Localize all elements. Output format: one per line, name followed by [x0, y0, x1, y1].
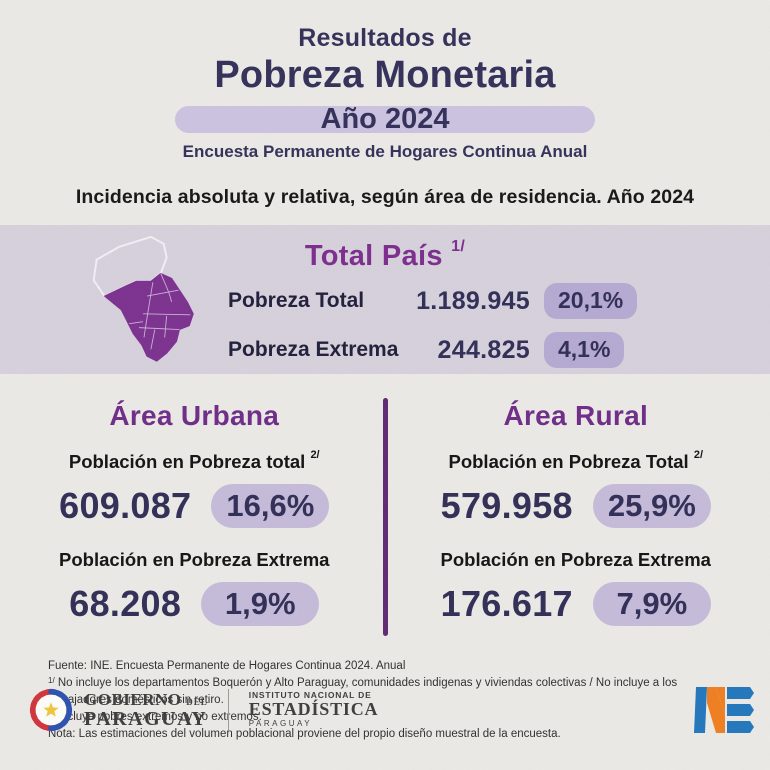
pobreza-extrema-value: 244.825 [437, 335, 530, 364]
area-rural-column: Área Rural Población en Pobreza Total 2/… [388, 384, 765, 636]
pobreza-total-percent-badge: 20,1% [544, 283, 638, 319]
pobreza-extrema-row: Pobreza Extrema 244.825 4,1% [228, 332, 770, 368]
area-urbana-title: Área Urbana [109, 400, 280, 431]
urbana-pobreza-total-stats: 609.087 16,6% [6, 484, 383, 528]
rural-pobreza-total-value: 579.958 [440, 485, 573, 526]
subtitle: Encuesta Permanente de Hogares Continua … [182, 142, 588, 161]
urbana-pobreza-extrema-label: Población en Pobreza Extrema [59, 549, 330, 570]
section-heading: Incidencia absoluta y relativa, según ár… [75, 186, 695, 208]
footnote-fuente: Fuente: INE. Encuesta Permanente de Hoga… [48, 660, 406, 672]
urbana-pobreza-extrema-value: 68.208 [69, 583, 182, 624]
footer-logos: GOBIERNO DEL PARAGUAY INSTITUTO NACIONAL… [0, 685, 770, 735]
pobreza-total-label: Pobreza Total [228, 289, 365, 312]
total-pais-content: Total País 1/ Pobreza Total 1.189.945 20… [0, 225, 770, 374]
urbana-pobreza-total-value: 609.087 [59, 485, 192, 526]
area-urbana-column: Área Urbana Población en Pobreza total 2… [6, 384, 383, 636]
area-rural-title: Área Rural [503, 400, 649, 431]
gobierno-paraguay-logo: GOBIERNO DEL PARAGUAY INSTITUTO NACIONAL… [28, 687, 378, 733]
rural-pobreza-total-label-text: Población en Pobreza Total [448, 451, 689, 472]
total-pais-title-text: Total País [304, 240, 443, 272]
pobreza-extrema-label: Pobreza Extrema [228, 338, 399, 361]
total-pais-band: Total País 1/ Pobreza Total 1.189.945 20… [0, 225, 770, 374]
rural-pobreza-total-label: Población en Pobreza Total 2/ [388, 449, 765, 473]
gobierno-paraguay-text: GOBIERNO DEL PARAGUAY [84, 691, 208, 729]
header: Resultados de Pobreza Monetaria Año 2024… [0, 0, 770, 209]
ine-logo-icon [694, 687, 754, 734]
ine-line3: PARAGUAY [248, 719, 313, 729]
total-pais-rows: Pobreza Total 1.189.945 20,1% Pobreza Ex… [228, 283, 770, 368]
page-title: Pobreza Monetaria [214, 54, 556, 96]
rural-pobreza-extrema-label: Población en Pobreza Extrema [440, 549, 711, 570]
areas-section: Área Urbana Población en Pobreza total 2… [0, 384, 770, 636]
instituto-nacional-estadistica-text: INSTITUTO NACIONAL DE ESTADÍSTICA PARAGU… [248, 690, 379, 729]
total-pais-title-footnote-marker: 1/ [451, 238, 466, 255]
paraguay-word: PARAGUAY [84, 707, 208, 730]
urbana-pobreza-total-label: Población en Pobreza total 2/ [6, 449, 383, 473]
urbana-pobreza-extrema-percent-badge: 1,9% [201, 582, 320, 626]
pobreza-extrema-percent-badge: 4,1% [544, 332, 625, 368]
rural-pobreza-extrema-percent-badge: 7,9% [592, 582, 711, 626]
rural-pobreza-total-stats: 579.958 25,9% [388, 484, 765, 528]
year-pill-label: Año 2024 [320, 103, 450, 135]
urbana-pobreza-total-label-text: Población en Pobreza total [68, 451, 306, 472]
urbana-pobreza-total-percent-badge: 16,6% [211, 484, 330, 528]
paraguay-wreath-emblem-icon [29, 688, 73, 732]
pobreza-total-row: Pobreza Total 1.189.945 20,1% [228, 283, 770, 319]
rural-pobreza-extrema-stats: 176.617 7,9% [388, 582, 765, 626]
rural-pobreza-extrema-value: 176.617 [440, 583, 573, 624]
urbana-footnote-marker: 2/ [310, 449, 320, 461]
title-line1: Resultados de [298, 24, 472, 52]
gobierno-word: GOBIERNO [84, 690, 182, 710]
pobreza-total-value: 1.189.945 [416, 286, 530, 315]
footnote-1-marker: 1/ [48, 676, 55, 686]
rural-footnote-marker: 2/ [693, 449, 704, 461]
ine-line2: ESTADÍSTICA [248, 699, 379, 720]
year-pill: Año 2024 [175, 103, 595, 135]
logo-separator [227, 689, 229, 732]
urbana-pobreza-extrema-stats: 68.208 1,9% [6, 582, 383, 626]
rural-pobreza-total-percent-badge: 25,9% [592, 484, 711, 528]
total-pais-title: Total País 1/ [0, 225, 770, 273]
del-word: DEL [186, 697, 208, 708]
